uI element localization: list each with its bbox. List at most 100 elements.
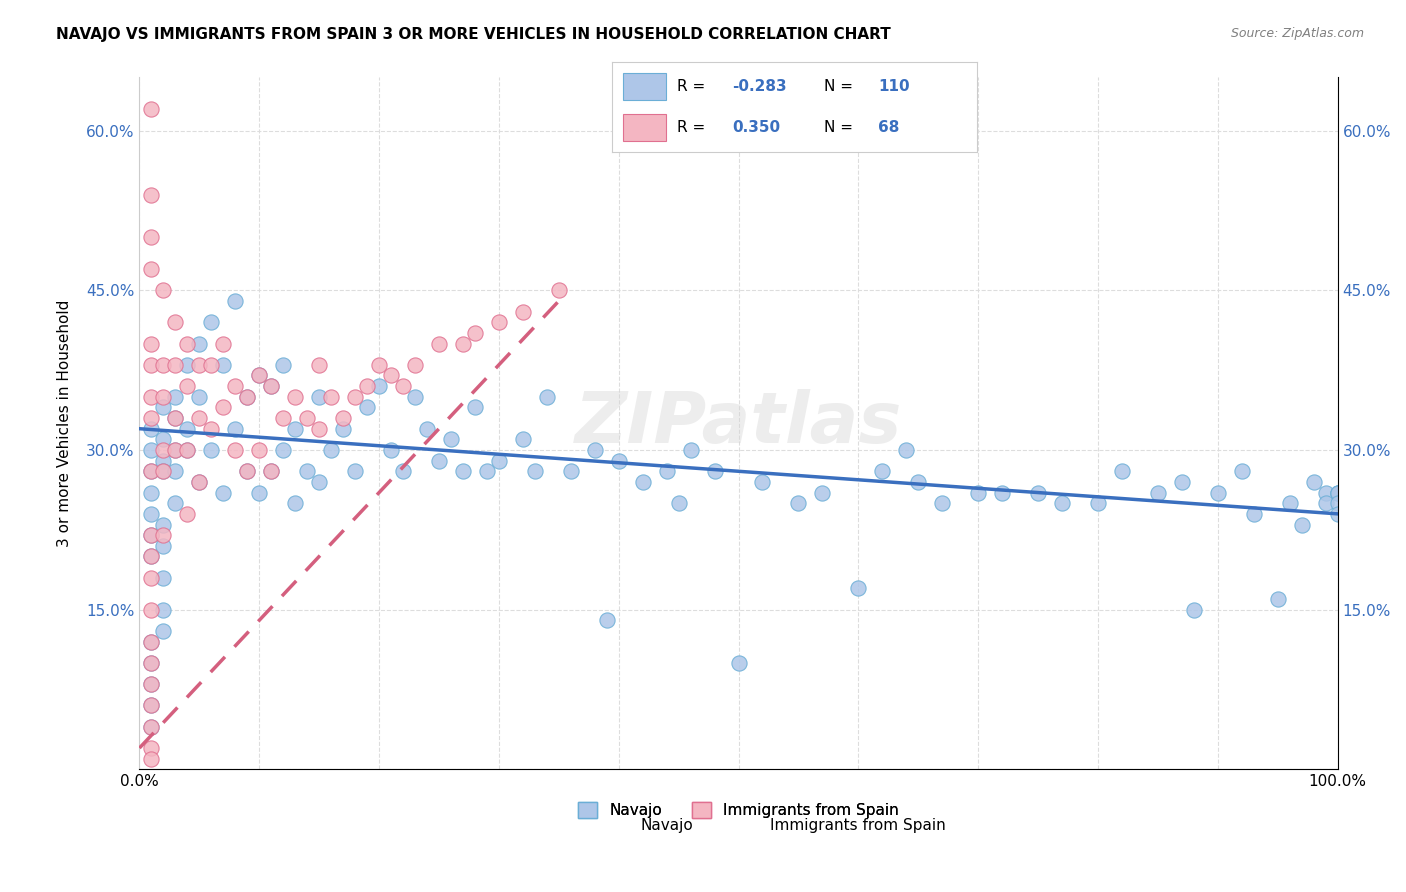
Point <box>1206 485 1229 500</box>
Point <box>247 368 270 383</box>
Point <box>1326 485 1348 500</box>
Point <box>165 442 187 457</box>
Point <box>1315 496 1337 510</box>
Point <box>188 358 211 372</box>
Point <box>152 539 174 553</box>
Point <box>165 411 187 425</box>
Point <box>392 464 415 478</box>
Point <box>631 475 654 489</box>
Text: N =: N = <box>824 120 858 135</box>
Point <box>344 464 367 478</box>
Point <box>380 368 402 383</box>
Point <box>356 379 378 393</box>
Point <box>152 528 174 542</box>
Point <box>896 442 918 457</box>
Point <box>488 453 510 467</box>
Point <box>141 634 163 648</box>
Point <box>176 379 198 393</box>
Point <box>165 358 187 372</box>
Point <box>679 442 702 457</box>
Point <box>368 358 391 372</box>
Point <box>931 496 953 510</box>
Point <box>152 453 174 467</box>
Point <box>152 571 174 585</box>
Point <box>176 422 198 436</box>
Point <box>1230 464 1253 478</box>
Point <box>356 401 378 415</box>
Point <box>596 613 619 627</box>
Point <box>260 379 283 393</box>
Point <box>547 283 569 297</box>
Point <box>560 464 582 478</box>
Point <box>141 507 163 521</box>
Point <box>247 485 270 500</box>
Point <box>536 390 558 404</box>
Point <box>152 602 174 616</box>
Point <box>271 411 294 425</box>
Point <box>1026 485 1049 500</box>
Point <box>404 358 426 372</box>
Point <box>1302 475 1324 489</box>
Point <box>152 390 174 404</box>
Point <box>464 326 486 340</box>
Point <box>260 464 283 478</box>
Point <box>141 528 163 542</box>
Point <box>260 379 283 393</box>
Point <box>200 422 222 436</box>
Text: NAVAJO VS IMMIGRANTS FROM SPAIN 3 OR MORE VEHICLES IN HOUSEHOLD CORRELATION CHAR: NAVAJO VS IMMIGRANTS FROM SPAIN 3 OR MOR… <box>56 27 891 42</box>
Point <box>141 656 163 670</box>
Point <box>141 720 163 734</box>
Point <box>512 304 534 318</box>
Point <box>188 475 211 489</box>
Point <box>655 464 678 478</box>
Point <box>141 464 163 478</box>
Point <box>176 442 198 457</box>
Point <box>165 442 187 457</box>
Point <box>416 422 439 436</box>
FancyBboxPatch shape <box>623 73 666 100</box>
Text: Source: ZipAtlas.com: Source: ZipAtlas.com <box>1230 27 1364 40</box>
Point <box>727 656 749 670</box>
Point <box>247 368 270 383</box>
Point <box>141 602 163 616</box>
Point <box>141 230 163 244</box>
Point <box>165 496 187 510</box>
Point <box>188 390 211 404</box>
Point <box>152 464 174 478</box>
Point <box>464 401 486 415</box>
Point <box>308 358 330 372</box>
Point <box>368 379 391 393</box>
Point <box>141 390 163 404</box>
Point <box>308 390 330 404</box>
Point <box>872 464 894 478</box>
Point <box>200 358 222 372</box>
Point <box>1182 602 1205 616</box>
Point <box>141 720 163 734</box>
Point <box>141 411 163 425</box>
Point <box>141 442 163 457</box>
Point <box>846 582 869 596</box>
Point <box>523 464 546 478</box>
Point <box>1087 496 1109 510</box>
Point <box>152 401 174 415</box>
Text: 68: 68 <box>879 120 900 135</box>
Point <box>1171 475 1194 489</box>
Point <box>152 358 174 372</box>
Point <box>152 517 174 532</box>
Point <box>1291 517 1313 532</box>
Text: R =: R = <box>678 79 710 94</box>
Point <box>427 336 450 351</box>
Point <box>1315 485 1337 500</box>
Point <box>284 422 307 436</box>
Point <box>1326 485 1348 500</box>
Point <box>703 464 725 478</box>
Point <box>512 433 534 447</box>
Point <box>141 698 163 713</box>
Point <box>295 464 318 478</box>
Point <box>141 549 163 564</box>
Point <box>176 442 198 457</box>
Point <box>1326 485 1348 500</box>
FancyBboxPatch shape <box>623 114 666 141</box>
Point <box>583 442 606 457</box>
Point <box>176 336 198 351</box>
